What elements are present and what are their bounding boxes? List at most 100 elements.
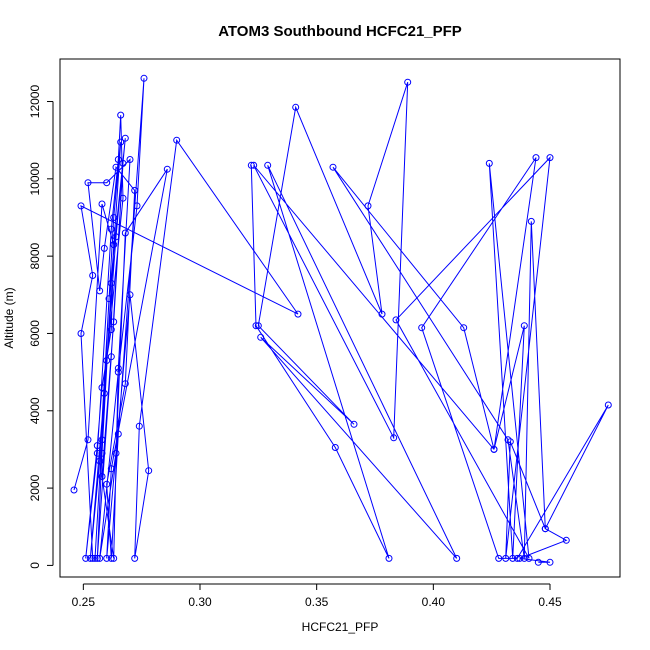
data-point xyxy=(121,229,129,237)
data-point xyxy=(119,194,127,202)
chart-title: ATOM3 Southbound HCFC21_PFP xyxy=(218,23,462,40)
y-axis-label: Altitude (m) xyxy=(2,287,16,348)
data-point xyxy=(504,436,512,444)
data-point xyxy=(98,449,106,457)
data-point xyxy=(131,186,139,194)
x-tick-label: 0.35 xyxy=(305,595,329,609)
data-point xyxy=(100,244,108,252)
x-tick-label: 0.45 xyxy=(538,595,562,609)
data-point xyxy=(86,554,94,562)
x-axis: 0.25 0.30 0.35 0.40 0.45 xyxy=(72,583,562,609)
data-point xyxy=(110,318,118,326)
data-point xyxy=(110,214,118,221)
data-point xyxy=(329,163,337,171)
data-point xyxy=(460,324,468,332)
data-point xyxy=(110,241,118,249)
data-point xyxy=(96,457,104,465)
x-axis-label: HCFC21_PFP xyxy=(302,620,379,634)
data-point xyxy=(145,467,153,475)
y-tick-label: 10000 xyxy=(28,162,42,196)
x-tick-label: 0.30 xyxy=(188,595,212,609)
data-point xyxy=(98,200,106,208)
data-point xyxy=(516,554,524,562)
data-point xyxy=(117,111,125,119)
data-point xyxy=(364,202,372,210)
data-point xyxy=(247,161,255,169)
data-point xyxy=(506,438,514,446)
data-point xyxy=(93,554,101,562)
data-point xyxy=(114,368,122,376)
data-point xyxy=(562,536,570,544)
data-point xyxy=(107,225,115,233)
data-point xyxy=(103,179,111,187)
data-point xyxy=(520,322,528,330)
y-tick-label: 12000 xyxy=(28,85,42,119)
data-point xyxy=(541,525,549,533)
data-point xyxy=(378,310,386,318)
data-point xyxy=(112,163,120,171)
data-point xyxy=(121,380,129,388)
data-point xyxy=(604,401,612,409)
data-point xyxy=(105,295,113,303)
series-line-2 xyxy=(250,82,609,563)
x-tick-label: 0.40 xyxy=(422,595,446,609)
data-point xyxy=(257,333,265,341)
data-point xyxy=(114,364,122,372)
data-point xyxy=(103,480,111,488)
data-point xyxy=(98,473,106,480)
data-point xyxy=(98,436,106,444)
data-point xyxy=(264,161,272,169)
data-point xyxy=(392,316,400,324)
data-point xyxy=(89,554,97,562)
data-point xyxy=(294,310,302,318)
data-point xyxy=(418,324,426,332)
y-tick-label: 4000 xyxy=(28,397,42,424)
data-point xyxy=(103,357,111,364)
data-point xyxy=(520,554,528,562)
data-point xyxy=(107,465,115,473)
data-point xyxy=(485,159,493,167)
data-point xyxy=(527,217,535,225)
data-point xyxy=(173,136,181,144)
data-point xyxy=(135,422,143,430)
data-point xyxy=(103,554,111,562)
series-points xyxy=(70,74,612,566)
data-point xyxy=(112,449,120,457)
data-point xyxy=(385,554,393,562)
data-point xyxy=(390,434,398,442)
data-point xyxy=(126,291,134,299)
data-point xyxy=(133,202,141,210)
data-point xyxy=(93,449,101,457)
data-point xyxy=(84,436,92,444)
y-tick-label: 0 xyxy=(28,562,42,569)
data-point xyxy=(107,554,115,562)
plot-frame xyxy=(59,58,621,578)
data-point xyxy=(82,554,90,562)
data-point xyxy=(96,287,104,295)
data-point xyxy=(107,353,115,361)
data-point xyxy=(254,322,262,330)
data-point xyxy=(525,554,533,562)
x-tick-label: 0.25 xyxy=(72,595,96,609)
data-point xyxy=(91,554,99,562)
data-point xyxy=(331,444,339,451)
data-point xyxy=(100,389,108,397)
data-point xyxy=(250,161,258,169)
data-point xyxy=(112,233,120,241)
data-point xyxy=(117,138,125,146)
data-point xyxy=(350,420,358,428)
data-point xyxy=(77,330,85,337)
data-point xyxy=(110,554,118,562)
data-point xyxy=(453,554,461,562)
y-tick-label: 6000 xyxy=(28,320,42,347)
data-point xyxy=(114,156,122,163)
data-point xyxy=(119,159,127,167)
data-point xyxy=(509,554,517,562)
data-point xyxy=(502,554,510,562)
data-point xyxy=(546,558,554,566)
data-point xyxy=(513,554,521,562)
y-axis: 0 2000 4000 6000 8000 10000 12000 xyxy=(28,85,54,569)
data-point xyxy=(70,486,78,494)
data-point xyxy=(77,202,85,210)
